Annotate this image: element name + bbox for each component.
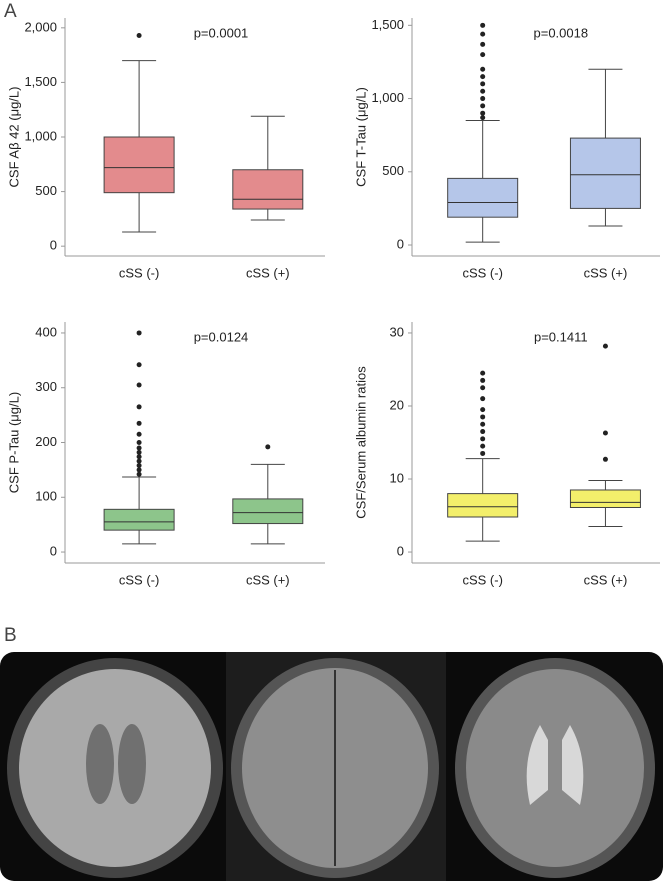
outlier — [480, 88, 486, 94]
brain — [466, 669, 644, 867]
x-tick-label: cSS (+) — [584, 572, 628, 587]
box — [569, 137, 641, 209]
y-axis-label: CSF P-Tau (μg/L) — [6, 392, 21, 493]
y-tick-label: 1,000 — [24, 128, 57, 143]
annotation: p=0.0001 — [194, 25, 249, 40]
outlier — [480, 450, 486, 456]
y-tick-label: 20 — [390, 397, 404, 412]
mri-panel — [0, 652, 663, 881]
outlier — [136, 471, 142, 477]
outlier — [480, 385, 486, 391]
panel-label: A — [4, 1, 17, 22]
outlier — [136, 463, 142, 469]
annotation: p=0.0018 — [534, 25, 589, 40]
outlier — [480, 103, 486, 109]
outlier — [480, 96, 486, 102]
outlier — [265, 444, 271, 450]
y-tick-label: 0 — [50, 543, 57, 558]
outlier — [136, 440, 142, 445]
y-tick-label: 1,500 — [24, 74, 57, 89]
y-tick-label: 500 — [382, 163, 404, 178]
outlier — [136, 362, 142, 368]
y-tick-label: 300 — [35, 379, 57, 394]
x-tick-label: cSS (+) — [246, 265, 290, 280]
x-tick-label: cSS (-) — [462, 265, 502, 280]
outlier — [136, 404, 142, 410]
outlier — [480, 370, 486, 376]
x-tick-label: cSS (-) — [119, 572, 159, 587]
y-tick-label: 1,000 — [371, 90, 404, 105]
outlier — [480, 74, 486, 80]
outlier — [136, 32, 142, 38]
ventricle — [526, 725, 584, 805]
outlier — [480, 443, 486, 449]
y-tick-label: 400 — [35, 324, 57, 339]
outlier — [136, 458, 142, 464]
x-tick-label: cSS (+) — [584, 265, 628, 280]
ventricle — [118, 724, 146, 804]
y-tick-label: 10 — [390, 470, 404, 485]
outlier — [480, 110, 486, 116]
outlier — [602, 430, 608, 436]
box — [103, 508, 175, 531]
outlier — [480, 429, 486, 435]
x-tick-label: cSS (+) — [246, 572, 290, 587]
annotation: p=0.1411 — [534, 329, 588, 344]
outlier — [480, 66, 486, 72]
y-tick-label: 30 — [390, 324, 404, 339]
y-tick-label: 200 — [35, 434, 57, 449]
outlier — [136, 330, 142, 336]
box — [232, 169, 304, 210]
outlier — [136, 467, 142, 473]
outlier — [136, 420, 142, 426]
outlier — [480, 41, 486, 47]
box — [447, 177, 519, 218]
y-tick-label: 1,500 — [371, 17, 404, 32]
outlier — [136, 449, 142, 455]
outlier — [480, 436, 486, 442]
outlier — [136, 382, 142, 388]
outlier — [136, 445, 142, 451]
y-axis-label: CSF T-Tau (μg/L) — [353, 87, 368, 187]
panel-label: B — [4, 625, 17, 646]
outlier — [602, 343, 608, 349]
outlier — [480, 52, 486, 58]
box — [232, 498, 304, 525]
outlier — [480, 81, 486, 87]
y-tick-label: 2,000 — [24, 19, 57, 34]
outlier — [480, 377, 486, 383]
outlier — [480, 414, 486, 420]
y-tick-label: 0 — [397, 543, 404, 558]
outlier — [480, 31, 486, 37]
outlier — [136, 431, 142, 437]
y-tick-label: 0 — [50, 238, 57, 253]
outlier — [602, 456, 608, 462]
box — [103, 136, 175, 194]
x-tick-label: cSS (-) — [462, 572, 502, 587]
y-tick-label: 500 — [35, 183, 57, 198]
box — [447, 493, 519, 518]
box — [569, 489, 641, 508]
annotation: p=0.0124 — [194, 329, 249, 344]
outlier — [480, 115, 486, 121]
x-tick-label: cSS (-) — [119, 265, 159, 280]
outlier — [480, 407, 486, 413]
outlier — [480, 396, 486, 402]
y-axis-label: CSF Aβ 42 (μg/L) — [6, 87, 21, 188]
ventricle — [86, 724, 114, 804]
y-tick-label: 0 — [397, 236, 404, 251]
outlier — [136, 454, 142, 460]
y-tick-label: 100 — [35, 489, 57, 504]
y-axis-label: CSF/Serum albumin ratios — [353, 366, 368, 519]
brain — [19, 669, 211, 867]
outlier — [480, 421, 486, 427]
outlier — [480, 22, 486, 28]
